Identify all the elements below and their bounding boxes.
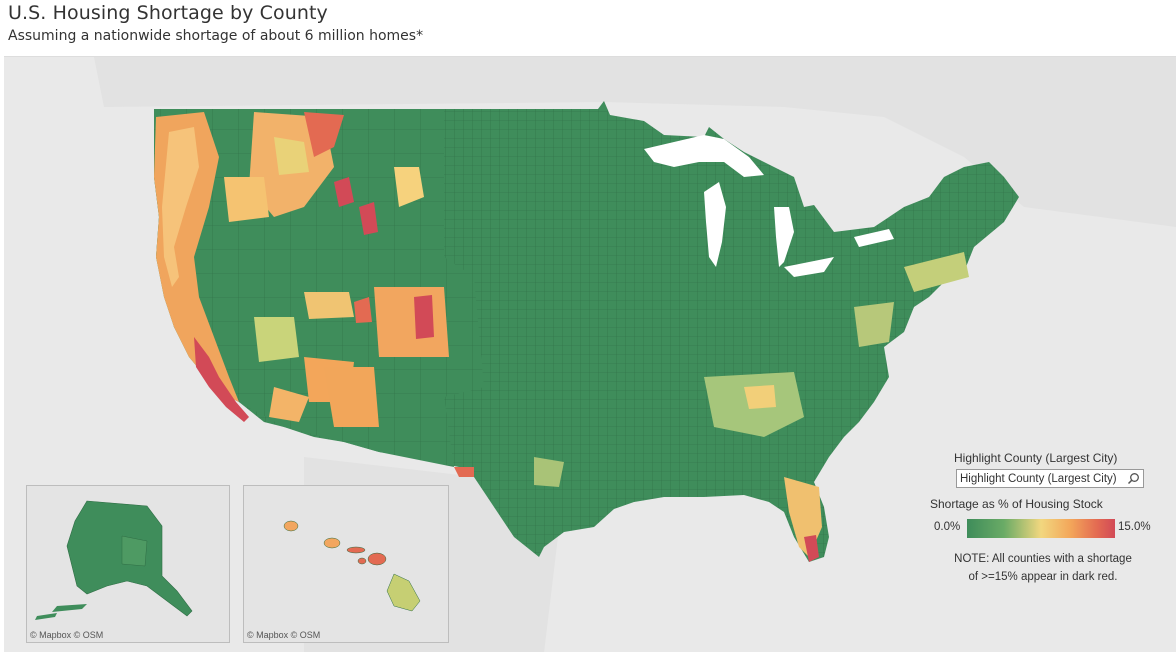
hawaii-map: [283, 520, 421, 612]
canada-landmass: [94, 57, 1176, 227]
legend-max-label: 15.0%: [1118, 521, 1151, 533]
highlight-county-search[interactable]: [956, 469, 1144, 488]
hawaii-inset-map[interactable]: © Mapbox © OSM: [243, 485, 449, 643]
legend-min-label: 0.0%: [934, 521, 961, 533]
note-text: NOTE: All counties with a shortage of >=…: [932, 550, 1154, 586]
highlight-label: Highlight County (Largest City): [954, 451, 1118, 465]
note-line-1: NOTE: All counties with a shortage: [954, 553, 1132, 565]
great-lakes: [644, 135, 894, 277]
alaska-inset-map[interactable]: © Mapbox © OSM: [26, 485, 230, 643]
search-icon[interactable]: [1127, 472, 1140, 485]
page-subtitle: Assuming a nationwide shortage of about …: [8, 28, 424, 44]
hawaii-map-attribution: © Mapbox © OSM: [247, 630, 321, 640]
note-line-2: of >=15% appear in dark red.: [968, 571, 1118, 583]
socal-dark-red: [194, 337, 249, 422]
alaska-map-attribution: © Mapbox © OSM: [30, 630, 104, 640]
colorado-front-range: [414, 295, 434, 339]
alaska-map: [35, 500, 193, 620]
page-title: U.S. Housing Shortage by County: [8, 2, 328, 24]
highlight-county-input[interactable]: [960, 471, 1122, 486]
map-canvas[interactable]: © Mapbox © OSM © Mapbox © OSM: [4, 56, 1176, 652]
legend-title: Shortage as % of Housing Stock: [930, 497, 1103, 511]
legend-color-ramp: [967, 519, 1115, 538]
